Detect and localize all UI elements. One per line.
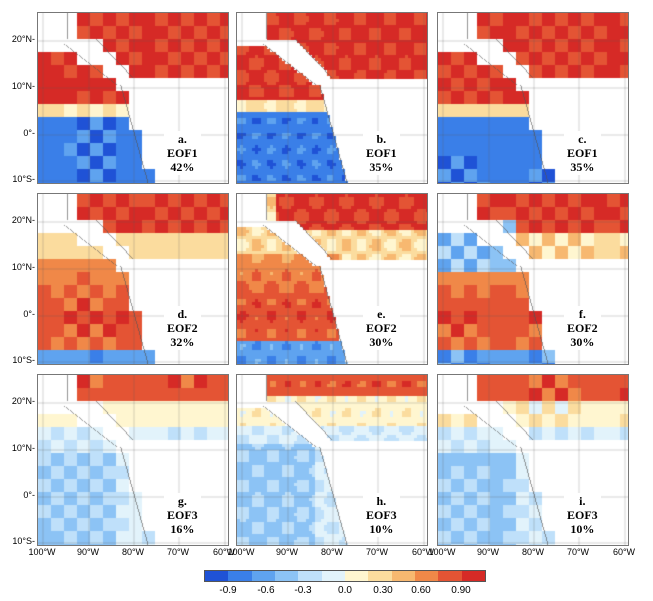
longitude-label: 80°W <box>521 547 545 557</box>
longitude-label: 80°W <box>320 547 344 557</box>
map-panel-9: i. EOF3 10% <box>437 374 629 546</box>
eof-mode: EOF1 <box>567 146 598 160</box>
panel-label: h. EOF3 10% <box>363 493 400 537</box>
panel-letter: f. <box>578 307 586 321</box>
longitude-label: 60°W <box>612 547 636 557</box>
map-panel-3: c. EOF1 35% <box>437 12 629 184</box>
colorbar-tick-label: -0.6 <box>257 585 275 596</box>
panel-letter: h. <box>376 494 387 508</box>
colorbar-swatch <box>321 571 345 581</box>
latitude-label: 10°N- <box>11 262 35 272</box>
panel-label: e. EOF2 30% <box>363 306 400 350</box>
panel-letter: e. <box>377 307 386 321</box>
colorbar-swatch <box>298 571 322 581</box>
longitude-label: 80°W <box>121 547 145 557</box>
eof-mode: EOF3 <box>366 508 397 522</box>
colorbar-swatch <box>344 571 369 581</box>
longitude-label: 70°W <box>365 547 389 557</box>
latitude-label: 10°S- <box>12 355 35 365</box>
latitude-label: 0°- <box>23 309 35 319</box>
colorbar-swatch <box>368 571 392 581</box>
colorbar-swatch <box>228 571 252 581</box>
colorbar-tick-label: -0.9 <box>219 585 237 596</box>
longitude-label: 60°W <box>411 547 435 557</box>
colorbar <box>204 570 486 582</box>
explained-variance: 16% <box>170 522 195 536</box>
longitude-label: 60°W <box>212 547 236 557</box>
eof-mode: EOF3 <box>567 508 598 522</box>
panel-label: a. EOF1 42% <box>164 131 201 175</box>
panel-letter: g. <box>177 494 187 508</box>
latitude-label: 20°N- <box>11 34 35 44</box>
colorbar-swatch <box>414 571 439 581</box>
explained-variance: 35% <box>369 160 394 174</box>
map-panel-5: e. EOF2 30% <box>236 193 428 365</box>
panel-label: f. EOF2 30% <box>564 306 601 350</box>
eof-mode: EOF2 <box>167 321 198 335</box>
panel-letter: b. <box>376 132 387 146</box>
colorbar-swatch <box>391 571 415 581</box>
colorbar-tick-label: 0.0 <box>338 585 352 596</box>
latitude-label: 10°S- <box>12 536 35 546</box>
explained-variance: 30% <box>369 335 394 349</box>
eof-mode: EOF1 <box>366 146 397 160</box>
panel-label: b. EOF1 35% <box>363 131 400 175</box>
colorbar-tick-label: -0.3 <box>294 585 312 596</box>
map-panel-1: a. EOF1 42% <box>37 12 229 184</box>
colorbar-tick-label: 0.30 <box>373 585 393 596</box>
colorbar-swatch <box>438 571 462 581</box>
longitude-label: 100°W <box>428 547 456 557</box>
latitude-label: 0°- <box>23 490 35 500</box>
latitude-label: 10°S- <box>12 174 35 184</box>
panel-letter: a. <box>177 132 187 146</box>
colorbar-tick-label: 0.90 <box>451 585 471 596</box>
longitude-label: 90°W <box>476 547 500 557</box>
colorbar-tick-label: 0.60 <box>411 585 431 596</box>
explained-variance: 32% <box>170 335 195 349</box>
panel-label: c. EOF1 35% <box>564 131 601 175</box>
colorbar-swatch <box>205 571 229 581</box>
longitude-label: 90°W <box>76 547 100 557</box>
longitude-label: 70°W <box>166 547 190 557</box>
latitude-label: 20°N- <box>11 215 35 225</box>
panel-label: g. EOF3 16% <box>164 493 201 537</box>
map-panel-7: g. EOF3 16% <box>37 374 229 546</box>
eof-mode: EOF2 <box>366 321 397 335</box>
latitude-label: 20°N- <box>11 396 35 406</box>
latitude-label: 10°N- <box>11 81 35 91</box>
panel-label: d. EOF2 32% <box>164 306 201 350</box>
panel-label: i. EOF3 10% <box>564 493 601 537</box>
panel-letter: d. <box>177 307 188 321</box>
colorbar-swatch <box>251 571 275 581</box>
explained-variance: 30% <box>570 335 595 349</box>
longitude-label: 100°W <box>28 547 56 557</box>
longitude-label: 70°W <box>566 547 590 557</box>
eof-mode: EOF1 <box>167 146 198 160</box>
map-panel-6: f. EOF2 30% <box>437 193 629 365</box>
map-panel-2: b. EOF1 35% <box>236 12 428 184</box>
eof-mode: EOF2 <box>567 321 598 335</box>
colorbar-swatch <box>461 571 485 581</box>
explained-variance: 10% <box>369 522 394 536</box>
longitude-label: 100°W <box>227 547 255 557</box>
panel-letter: c. <box>578 132 587 146</box>
explained-variance: 42% <box>170 160 195 174</box>
panel-letter: i. <box>579 494 586 508</box>
colorbar-swatch <box>274 571 299 581</box>
latitude-label: 10°N- <box>11 443 35 453</box>
map-panel-8: h. EOF3 10% <box>236 374 428 546</box>
latitude-label: 0°- <box>23 128 35 138</box>
explained-variance: 10% <box>570 522 595 536</box>
longitude-label: 90°W <box>275 547 299 557</box>
explained-variance: 35% <box>570 160 595 174</box>
map-panel-4: d. EOF2 32% <box>37 193 229 365</box>
eof-mode: EOF3 <box>167 508 198 522</box>
